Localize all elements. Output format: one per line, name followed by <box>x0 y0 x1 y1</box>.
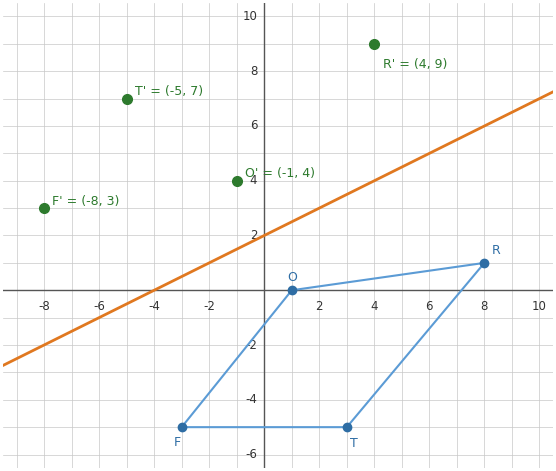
Text: -2: -2 <box>203 300 215 313</box>
Text: -6: -6 <box>246 448 257 461</box>
Text: O' = (-1, 4): O' = (-1, 4) <box>245 167 315 180</box>
Text: 8: 8 <box>250 65 257 78</box>
Text: R' = (4, 9): R' = (4, 9) <box>383 58 447 71</box>
Text: 10: 10 <box>242 10 257 23</box>
Text: O: O <box>287 271 297 284</box>
Text: 2: 2 <box>316 300 323 313</box>
Text: -8: -8 <box>38 300 50 313</box>
Text: F' = (-8, 3): F' = (-8, 3) <box>52 195 120 208</box>
Text: 8: 8 <box>481 300 488 313</box>
Text: F: F <box>173 436 181 449</box>
Text: -4: -4 <box>246 393 257 406</box>
Text: 6: 6 <box>426 300 433 313</box>
Text: -6: -6 <box>93 300 105 313</box>
Text: R: R <box>492 244 500 257</box>
Text: -2: -2 <box>246 339 257 351</box>
Text: 4: 4 <box>250 174 257 187</box>
Text: T: T <box>350 437 358 450</box>
Text: T' = (-5, 7): T' = (-5, 7) <box>135 85 203 98</box>
Text: 6: 6 <box>250 120 257 132</box>
Text: 4: 4 <box>371 300 378 313</box>
Text: -4: -4 <box>148 300 160 313</box>
Text: 2: 2 <box>250 229 257 242</box>
Text: 10: 10 <box>532 300 547 313</box>
